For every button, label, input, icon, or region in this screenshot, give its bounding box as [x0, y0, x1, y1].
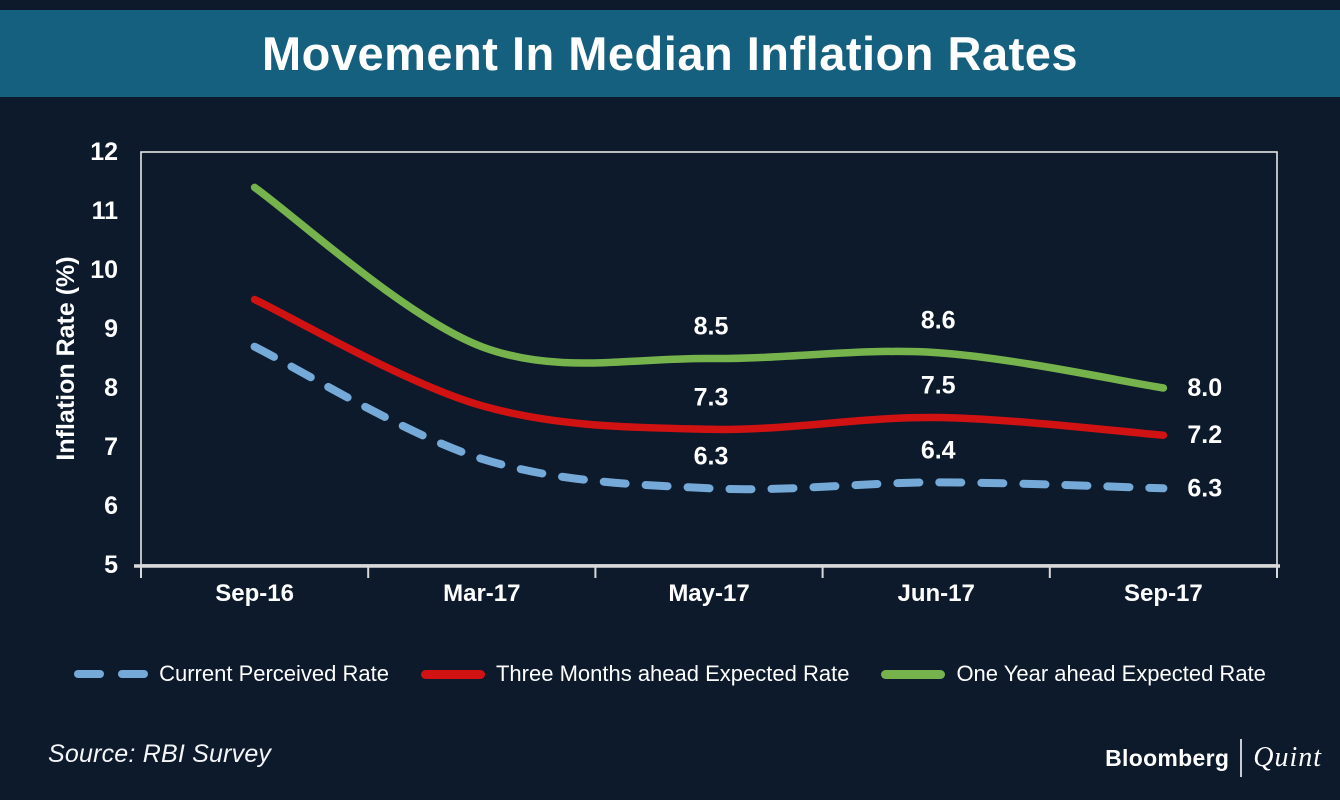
- x-tick-label: Sep-17: [1124, 580, 1203, 607]
- legend-item-one-year-expected-rate: One Year ahead Expected Rate: [881, 661, 1266, 687]
- y-tick-label: 11: [92, 197, 119, 225]
- brand-logo: Bloomberg Quint: [1105, 736, 1322, 780]
- legend-label-one-year-expected-rate: One Year ahead Expected Rate: [956, 661, 1266, 686]
- chart-title: Movement In Median Inflation Rates: [261, 27, 1079, 80]
- data-label: 6.3: [694, 442, 729, 470]
- brand-bloomberg: Bloomberg: [1105, 744, 1230, 771]
- legend-label-current-perceived-rate: Current Perceived Rate: [159, 661, 389, 686]
- x-tick-label: Sep-16: [215, 580, 294, 607]
- data-label: 8.5: [694, 313, 729, 341]
- x-tick-label: May-17: [668, 580, 749, 607]
- y-tick-label: 8: [104, 374, 118, 402]
- y-tick-label: 5: [104, 551, 118, 579]
- brand-divider: [1240, 739, 1243, 777]
- y-tick-label: 9: [104, 315, 118, 343]
- end-data-label: 8.0: [1187, 374, 1222, 402]
- brand-quint: Quint: [1253, 742, 1322, 773]
- y-tick-label: 10: [90, 256, 118, 284]
- data-label: 8.6: [921, 307, 956, 335]
- y-tick-label: 7: [104, 433, 118, 461]
- y-axis-title: Inflation Rate (%): [52, 256, 80, 460]
- y-tick-label: 12: [90, 138, 118, 166]
- data-label: 7.5: [921, 372, 956, 400]
- footer: Source: RBI Survey Bloomberg Quint: [0, 728, 1340, 800]
- title-bar: Movement In Median Inflation Rates: [0, 10, 1340, 97]
- series-line-current-perceived-rate: [250, 342, 1168, 494]
- x-tick-label: Jun-17: [898, 580, 975, 607]
- x-tick-label: Mar-17: [443, 580, 520, 607]
- y-tick-label: 6: [104, 492, 118, 520]
- series-line-one-year-ahead-expected-rate: [250, 183, 1168, 392]
- data-label: 7.3: [694, 383, 729, 411]
- data-label: 6.4: [921, 436, 956, 464]
- series-line-three-months-ahead-expected-rate: [250, 295, 1168, 439]
- legend-item-current-perceived-rate: Current Perceived Rate: [74, 661, 389, 687]
- dashed-line-swatch: [74, 670, 149, 678]
- end-data-label: 6.3: [1187, 474, 1222, 502]
- legend-label-three-months-expected-rate: Three Months ahead Expected Rate: [495, 661, 850, 686]
- legend-item-three-months-expected-rate: Three Months ahead Expected Rate: [420, 661, 850, 687]
- source-note: Source: RBI Survey: [48, 740, 272, 768]
- chart-legend: Current Perceived Rate Three Months ahea…: [0, 651, 1340, 697]
- end-data-label: 7.2: [1187, 421, 1222, 449]
- green-line-swatch: [881, 669, 946, 679]
- red-line-swatch: [420, 669, 485, 679]
